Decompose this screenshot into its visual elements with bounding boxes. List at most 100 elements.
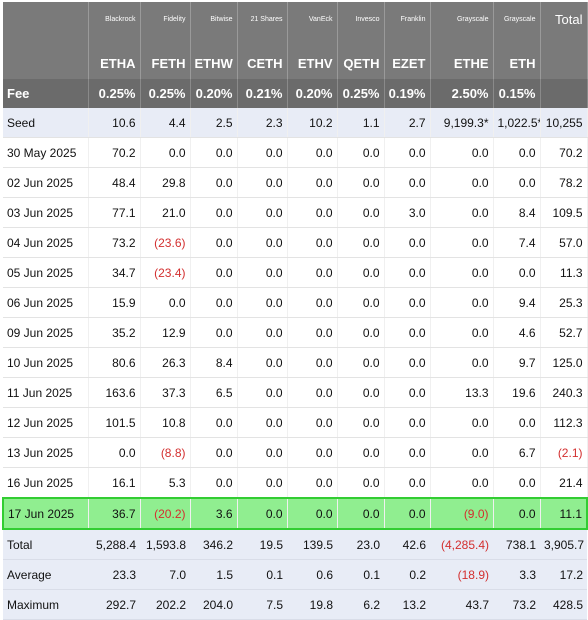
flow-cell: (8.8): [140, 437, 191, 468]
flow-cell: 163.6: [88, 377, 141, 408]
summary-cell: 0.1: [337, 559, 384, 590]
flow-cell: 4.6: [493, 317, 541, 348]
row-total-cell: 52.7: [540, 317, 588, 348]
summary-cell: 292.7: [88, 589, 140, 620]
row-date-label: 12 Jun 2025: [3, 407, 89, 438]
flow-cell: 0.0: [237, 347, 288, 378]
flow-cell: 0.0: [237, 197, 288, 228]
flow-cell: 0.0: [287, 467, 338, 499]
flow-cell: 0.0: [430, 197, 494, 228]
flow-cell: 36.7: [88, 497, 141, 530]
summary-label: Maximum: [3, 589, 88, 620]
flow-cell: 70.2: [88, 137, 141, 168]
issuer-header: Blackrock: [88, 2, 141, 47]
summary-label: Average: [3, 559, 88, 590]
flow-cell: 3.0: [384, 197, 431, 228]
issuer-header: Grayscale: [430, 2, 494, 47]
issuer-header-row: Blackrock Fidelity Bitwise 21 Shares Van…: [3, 2, 588, 47]
summary-cell: 202.2: [140, 589, 190, 620]
flow-cell: 0.0: [430, 407, 494, 438]
flow-cell: 0.0: [287, 377, 338, 408]
flow-cell: 0.0: [430, 437, 494, 468]
flow-row: 04 Jun 2025 73.2 (23.6) 0.0 0.0 0.0 0.0 0.0 0.0 7…: [3, 227, 588, 258]
issuer-header: Invesco: [337, 2, 385, 47]
flow-cell: 0.0: [384, 287, 431, 318]
flow-cell: 0.0: [237, 497, 288, 530]
row-date-label: 17 Jun 2025: [2, 497, 89, 530]
flow-cell: 6.7: [493, 437, 541, 468]
row-total-cell: 11.1: [540, 497, 588, 530]
flow-row: 02 Jun 2025 48.4 29.8 0.0 0.0 0.0 0.0 0.0 0.0 0.0…: [3, 167, 588, 198]
flow-cell: 0.0: [493, 497, 541, 530]
summary-cell: 3,905.7: [540, 529, 587, 560]
summary-row: Maximum 292.7 202.2 204.0 7.5 19.8 6.2 13.2 43.7…: [3, 589, 587, 620]
flow-cell: 6.5: [190, 377, 238, 408]
flow-cell: 0.0: [287, 407, 338, 438]
row-total-cell: 21.4: [540, 467, 588, 499]
summary-cell: 6.2: [337, 589, 384, 620]
summary-cell: 7.5: [237, 589, 287, 620]
flow-cell: 0.0: [287, 287, 338, 318]
flow-cell: 77.1: [88, 197, 141, 228]
flow-cell: 0.0: [190, 407, 238, 438]
fee-value: 0.25%: [337, 79, 385, 108]
ticker-header: EZET: [384, 47, 431, 79]
flow-cell: 15.9: [88, 287, 141, 318]
flow-cell: 0.0: [237, 257, 288, 288]
summary-cell: 73.2: [493, 589, 540, 620]
row-date-label: 02 Jun 2025: [3, 167, 89, 198]
flow-cell: 0.0: [287, 137, 338, 168]
summary-cell: 19.5: [237, 529, 287, 560]
ticker-header-row: ETHA FETH ETHW CETH ETHV QETH EZET ETHE …: [3, 47, 588, 79]
flow-cell: 0.0: [384, 317, 431, 348]
row-date-label: 16 Jun 2025: [3, 467, 89, 499]
flow-cell: 0.0: [384, 137, 431, 168]
fee-value: 0.15%: [493, 79, 541, 108]
flow-cell: 21.0: [140, 197, 191, 228]
flow-cell: (23.4): [140, 257, 191, 288]
fee-label: Fee: [3, 79, 89, 108]
ticker-total-cell: [540, 47, 588, 79]
row-total-cell: 25.3: [540, 287, 588, 318]
flow-cell: 0.0: [140, 287, 191, 318]
flow-cell: 0.0: [287, 317, 338, 348]
flow-cell: 0.0: [237, 377, 288, 408]
flow-cell: 0.0: [237, 287, 288, 318]
flow-cell: 0.0: [237, 407, 288, 438]
flow-cell: 12.9: [140, 317, 191, 348]
issuer-header: Fidelity: [140, 2, 191, 47]
flow-cell: 0.0: [337, 407, 385, 438]
ticker-header: ETHA: [88, 47, 141, 79]
flow-cell: 0.0: [430, 347, 494, 378]
flow-row: 12 Jun 2025 101.5 10.8 0.0 0.0 0.0 0.0 0.0 0.0 0.…: [3, 407, 588, 438]
flow-cell: 0.0: [430, 137, 494, 168]
flow-cell: 9.7: [493, 347, 541, 378]
summary-cell: 1,593.8: [140, 529, 190, 560]
flow-cell: 0.0: [384, 167, 431, 198]
highlighted-flow-row: 17 Jun 2025 36.7 (20.2) 3.6 0.0 0.0 0.0 0.0 (9.0…: [2, 497, 588, 530]
summary-cell: 5,288.4: [88, 529, 140, 560]
issuer-header: Bitwise: [190, 2, 238, 47]
flow-cell: 3.6: [190, 497, 238, 530]
ticker-header: ETH: [493, 47, 541, 79]
flow-cell: 0.0: [384, 437, 431, 468]
flow-cell: 48.4: [88, 167, 141, 198]
row-total-cell: 70.2: [540, 137, 588, 168]
flow-cell: 10.8: [140, 407, 191, 438]
row-date-label: 11 Jun 2025: [3, 377, 89, 408]
flow-cell: 0.0: [190, 437, 238, 468]
daily-flow-rows: Seed 10.6 4.4 2.5 2.3 10.2 1.1 2.7 9,199.3* 1,022…: [2, 108, 588, 530]
row-total-cell: 109.5: [540, 197, 588, 228]
row-date-label: 10 Jun 2025: [3, 347, 89, 378]
flow-cell: 7.4: [493, 227, 541, 258]
flow-cell: (9.0): [430, 497, 494, 530]
flow-cell: 0.0: [237, 317, 288, 348]
summary-cell: 7.0: [140, 559, 190, 590]
summary-cell: 346.2: [190, 529, 237, 560]
flow-cell: 0.0: [384, 347, 431, 378]
flow-cell: 0.0: [384, 497, 431, 530]
issuer-header: Grayscale: [493, 2, 541, 47]
summary-row: Total 5,288.4 1,593.8 346.2 19.5 139.5 23.0 42.…: [3, 529, 587, 560]
flow-cell: 0.0: [337, 227, 385, 258]
